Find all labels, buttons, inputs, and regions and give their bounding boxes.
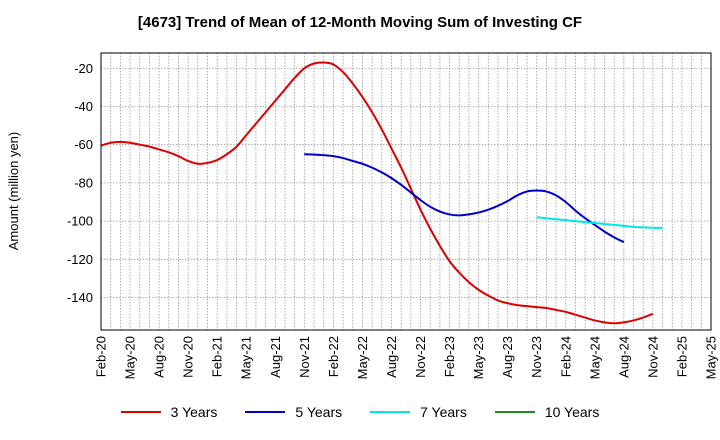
series-line-3-years [100, 61, 654, 325]
x-tick-label: Nov-20 [181, 336, 196, 378]
plot-frame [100, 52, 712, 331]
legend-label: 10 Years [544, 404, 600, 420]
legend-item-10-years: 10 Years [494, 404, 600, 420]
x-tick-label: Aug-20 [152, 336, 167, 378]
chart-plot: -20 -40 -60 -80 -100 -120 -140 Feb-20 May-20 Aug… [6, 52, 719, 379]
x-tick-label: Feb-25 [674, 336, 689, 377]
x-tick-label: Feb-22 [326, 336, 341, 377]
x-tick-label: Aug-22 [384, 336, 399, 378]
series-lines [100, 61, 663, 325]
y-tick-label: -40 [74, 99, 93, 114]
legend-swatch [370, 411, 411, 413]
y-tick-label: -80 [74, 175, 93, 190]
x-tick-label: Feb-24 [558, 336, 573, 377]
y-tick-labels: -20 -40 -60 -80 -100 -120 -140 [67, 61, 93, 305]
x-tick-label: May-24 [587, 336, 602, 379]
x-tick-label: Aug-21 [268, 336, 283, 378]
x-tick-label: May-25 [704, 336, 719, 379]
x-tick-label: Nov-22 [413, 336, 428, 378]
series-line-5-years [304, 153, 625, 244]
legend: 3 Years 5 Years 7 Years 10 Years [0, 404, 720, 420]
y-tick-label: -140 [67, 290, 93, 305]
legend-swatch [120, 411, 161, 413]
legend-item-3-years: 3 Years [120, 404, 218, 420]
chart-title: [4673] Trend of Mean of 12-Month Moving … [137, 14, 583, 31]
x-tick-label: Aug-24 [616, 336, 631, 378]
legend-swatch [494, 411, 535, 413]
legend-label: 5 Years [295, 404, 343, 420]
x-tick-label: Feb-20 [94, 336, 109, 377]
x-tick-label: May-21 [239, 336, 254, 379]
legend-item-5-years: 5 Years [245, 404, 342, 420]
y-axis-label: Amount (million yen) [6, 132, 21, 251]
x-tick-label: May-20 [123, 336, 138, 379]
legend-label: 7 Years [420, 404, 467, 420]
x-tick-label: Feb-21 [210, 336, 225, 377]
x-tick-labels: Feb-20 May-20 Aug-20 Nov-20 Feb-21 May-21 Aug-… [94, 336, 719, 379]
legend-label: 3 Years [170, 404, 218, 420]
x-tick-label: May-22 [355, 336, 370, 379]
legend-swatch [245, 411, 286, 413]
legend-item-7-years: 7 Years [370, 404, 467, 420]
series-line-7-years [536, 216, 663, 229]
x-tick-label: Nov-24 [645, 336, 660, 378]
grid-lines [101, 53, 711, 330]
x-tick-label: May-23 [471, 336, 486, 379]
x-tick-label: Aug-23 [500, 336, 515, 378]
y-tick-label: -100 [67, 214, 93, 229]
x-tick-label: Nov-21 [297, 336, 312, 378]
x-tick-label: Nov-23 [529, 336, 544, 378]
x-tick-label: Feb-23 [442, 336, 457, 377]
y-tick-label: -120 [67, 252, 93, 267]
y-tick-label: -20 [74, 61, 93, 76]
y-tick-label: -60 [74, 137, 93, 152]
